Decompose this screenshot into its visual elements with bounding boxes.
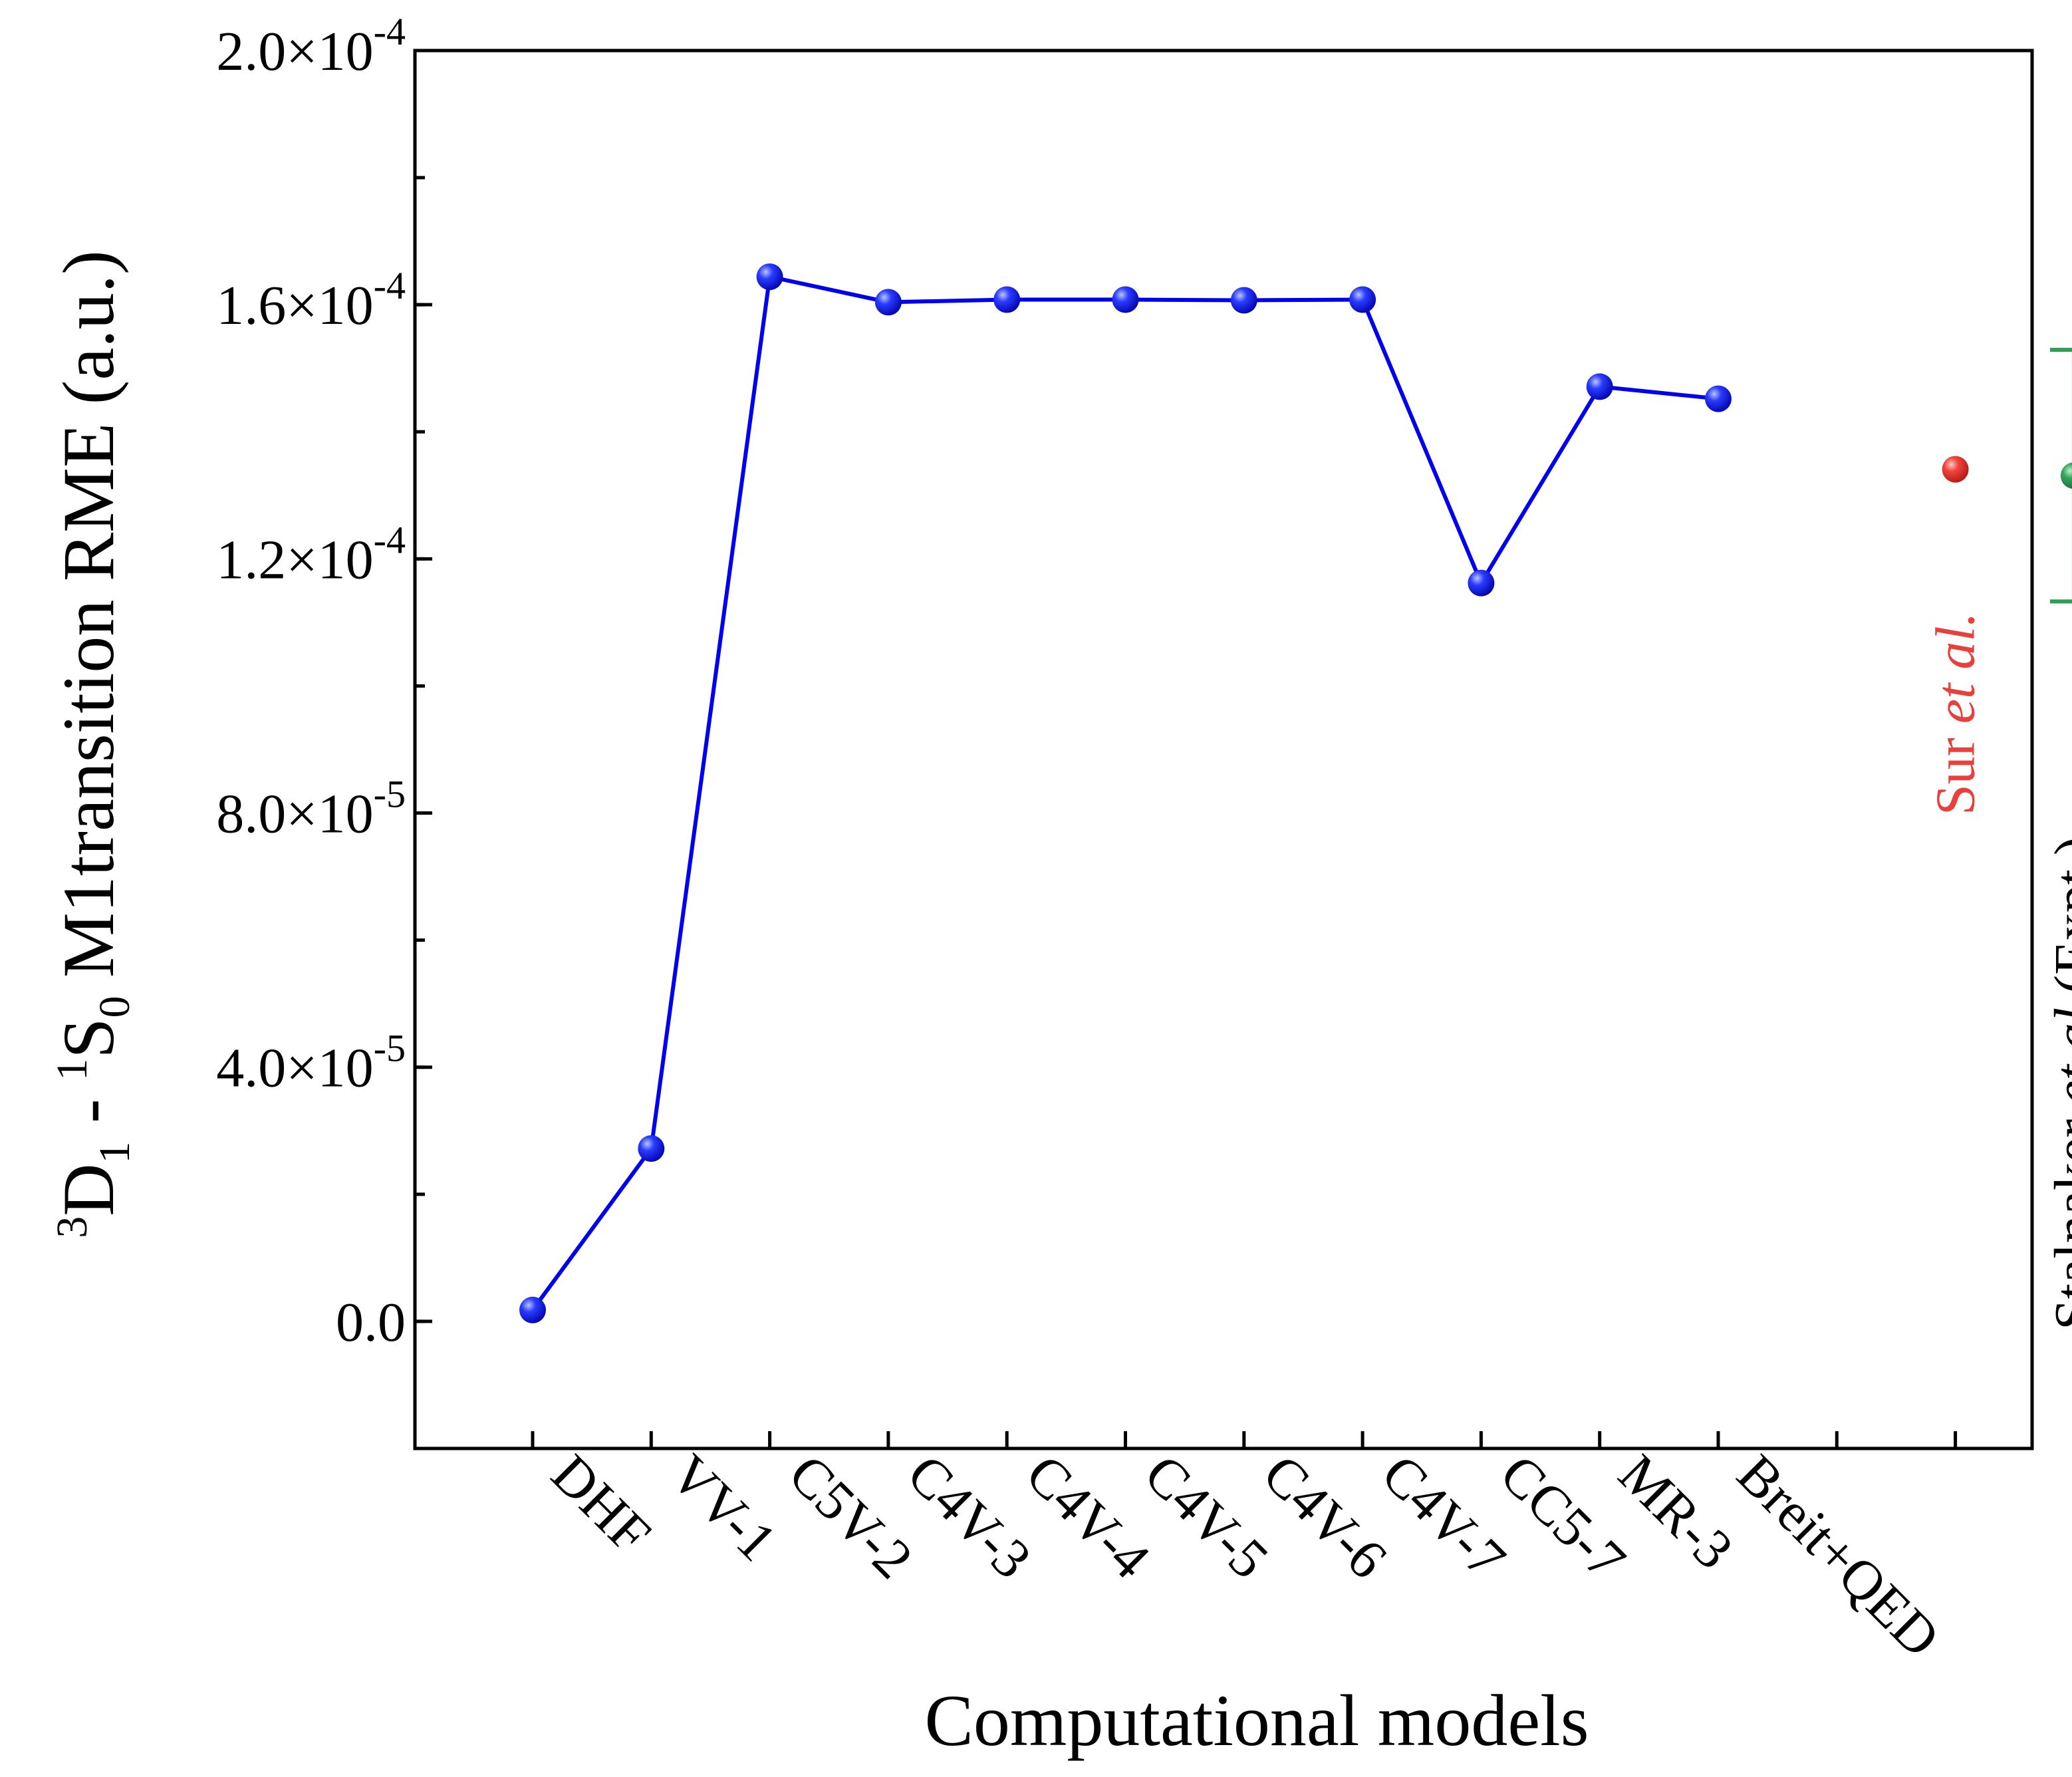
x-tick-label: C5V-2 <box>777 1443 924 1591</box>
y-tick-label: 4.0×10-5 <box>216 1027 406 1099</box>
data-point <box>993 286 1021 313</box>
reference-label: Stalnaker et al.(Expt.) <box>2043 837 2072 1330</box>
x-axis-ticks: DHFVV-1C5V-2C4V-3C4V-4C4V-5C4V-6C4V-7CC5… <box>531 1431 1958 1669</box>
reference-layer: Sur et al.Stalnaker et al.(Expt.) <box>1925 348 2072 1330</box>
y-axis-title-s: S <box>48 1018 129 1059</box>
x-tick-label: Breit+QED <box>1726 1443 1952 1669</box>
y-axis-title-sub2: 0 <box>90 996 139 1018</box>
data-point <box>1349 286 1376 313</box>
data-point <box>1230 287 1257 314</box>
y-axis-title-rest: M1transition RME (a.u.) <box>48 250 129 996</box>
y-tick-mantissa: 1.2×10 <box>216 529 373 591</box>
reference-point <box>1942 456 1969 483</box>
x-tick-label: C4V-5 <box>1132 1443 1280 1591</box>
reference-label-suffix: (Expt.) <box>2043 837 2072 994</box>
reference-label-name: Sur <box>1925 724 1987 815</box>
y-tick-exponent: -4 <box>374 264 406 307</box>
y-tick-label: 0.0 <box>336 1292 406 1353</box>
x-tick-label: C4V-3 <box>895 1443 1043 1591</box>
y-tick-label: 8.0×10-5 <box>216 773 406 845</box>
data-point <box>1112 286 1139 313</box>
data-point <box>519 1296 546 1323</box>
data-point <box>1468 569 1495 597</box>
x-tick-label: CC5-7 <box>1488 1443 1637 1592</box>
y-axis-ticks: 0.04.0×10-58.0×10-51.2×10-41.6×10-42.0×1… <box>216 10 432 1353</box>
data-point <box>756 263 783 291</box>
y-tick-exponent: -4 <box>374 518 406 561</box>
x-tick-label: C4V-4 <box>1014 1443 1162 1591</box>
y-tick-label: 2.0×10-4 <box>216 10 406 82</box>
y-tick-exponent: -5 <box>374 1027 406 1070</box>
series-line <box>531 275 1719 1311</box>
x-tick-label: DHF <box>540 1443 663 1566</box>
data-point <box>1705 385 1732 412</box>
y-axis-title-sup2: 1 <box>48 1059 96 1081</box>
y-tick-mantissa: 2.0×10 <box>216 21 373 82</box>
y-axis-title-sub1: 1 <box>90 1141 139 1163</box>
y-tick-label: 1.6×10-4 <box>216 264 406 337</box>
x-axis-title: Computational models <box>924 1680 1589 1761</box>
y-axis-title-dash: - <box>48 1081 129 1142</box>
y-tick-exponent: -4 <box>374 10 406 53</box>
y-tick-mantissa: 0.0 <box>336 1292 406 1353</box>
reference-label: Sur et al. <box>1925 612 1987 815</box>
y-axis-title-sup1: 3 <box>48 1216 96 1238</box>
y-tick-exponent: -5 <box>374 773 406 816</box>
reference-point <box>2060 462 2072 489</box>
y-tick-mantissa: 4.0×10 <box>216 1037 373 1099</box>
plot-frame <box>413 49 2034 1450</box>
y-axis-title: 3D1 - 1S0 M1transition RME (a.u.) <box>48 250 139 1238</box>
data-point <box>1586 373 1613 400</box>
data-point <box>874 289 902 316</box>
reference-label-etal: et al. <box>2043 994 2072 1105</box>
series-layer <box>519 263 1732 1323</box>
y-tick-mantissa: 1.6×10 <box>216 275 373 337</box>
data-point <box>638 1135 665 1162</box>
y-tick-label: 1.2×10-4 <box>216 518 406 591</box>
x-tick-label: C4V-7 <box>1370 1443 1517 1591</box>
y-tick-mantissa: 8.0×10 <box>216 783 373 845</box>
x-tick-label: VV-1 <box>658 1443 789 1573</box>
x-tick-label: MR-3 <box>1607 1443 1745 1581</box>
reference-label-name: Stalnaker <box>2043 1105 2072 1330</box>
y-axis-title-d: D <box>48 1163 129 1216</box>
reference-label-etal: et al. <box>1925 612 1987 724</box>
x-tick-label: C4V-6 <box>1251 1443 1398 1591</box>
